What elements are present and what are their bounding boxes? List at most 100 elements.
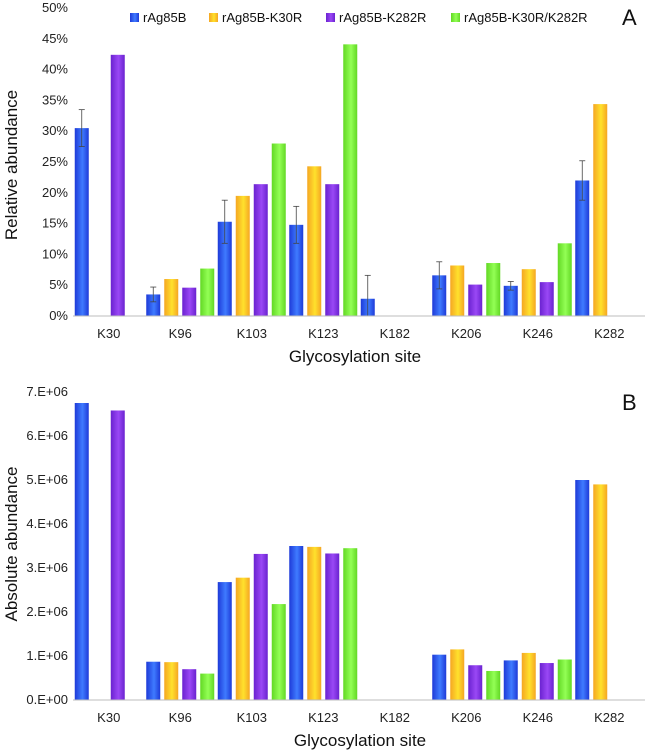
- panel-a-relative-abundance: A rAg85B rAg85B-K30R rAg85B-K282R rAg85B…: [2, 0, 645, 366]
- panel-b-bar-rAg85B-K30R-K103: [235, 577, 250, 700]
- panel-b-x-tick-K282: K282: [594, 710, 624, 725]
- panel-a-bar-rAg85B-K30R-K282R-K123: [343, 44, 358, 317]
- panel-a-error-bar-K96: [150, 286, 157, 303]
- panel-b-letter: B: [622, 390, 637, 415]
- panel-b-bar-rAg85B-K103: [217, 582, 232, 700]
- panel-a-x-ticks: K30 K96 K103 K123 K182 K206 K246 K282: [97, 326, 624, 341]
- panel-a-bar-rAg85B-K282R-K206: [468, 284, 483, 316]
- panel-b-y-tick-label: 5.E+06: [26, 472, 68, 487]
- panel-b-x-tick-K182: K182: [380, 710, 410, 725]
- panel-a-bar-rAg85B-K282R-K123: [325, 184, 340, 316]
- panel-a-bar-rAg85B-K30R-K282R-K206: [486, 263, 501, 316]
- panel-a-x-tick-K103: K103: [237, 326, 267, 341]
- panel-b-bar-rAg85B-K282R-K123: [325, 553, 340, 700]
- panel-b-absolute-abundance: B 0.E+00 1.E+06 2.E+06 3.E+06 4.E+06 5.E+06 6.…: [2, 384, 645, 750]
- panel-b-x-axis-title: Glycosylation site: [294, 731, 426, 750]
- panel-b-bar-rAg85B-K282R-K206: [468, 665, 483, 700]
- panel-a-bar-rAg85B-K206: [432, 275, 447, 316]
- panel-b-bar-rAg85B-K30R-K282R-K246: [557, 659, 572, 700]
- panel-b-bar-rAg85B-K282R-K96: [182, 669, 197, 700]
- panel-b-y-tick-label: 1.E+06: [26, 648, 68, 663]
- panel-b-x-tick-K103: K103: [237, 710, 267, 725]
- legend: rAg85B rAg85B-K30R rAg85B-K282R rAg85B-K…: [130, 10, 588, 25]
- panel-b-bar-rAg85B-K206: [432, 654, 447, 700]
- panel-a-error-bar-K246: [507, 281, 514, 291]
- panel-b-bar-rAg85B-K96: [146, 661, 161, 700]
- panel-a-bar-rAg85B-K282R-K96: [182, 287, 197, 316]
- panel-b-bar-rAg85B-K30R-K246: [521, 652, 536, 700]
- panel-b-bar-rAg85B-K246: [503, 660, 518, 700]
- panel-a-bar-rAg85B-K30R-K282R-K246: [557, 243, 572, 316]
- panel-a-bar-rAg85B-K123: [289, 224, 304, 316]
- panel-a-bars: [74, 44, 608, 317]
- panel-a-bar-rAg85B-K30R-K282: [593, 104, 608, 316]
- panel-a-error-bar-K282: [579, 160, 586, 201]
- panel-b-bar-rAg85B-K30R-K282R-K103: [271, 604, 286, 700]
- panel-a-y-tick-label: 0%: [49, 308, 68, 323]
- panel-a-bar-rAg85B-K30R-K206: [450, 265, 465, 316]
- panel-b-y-axis-title: Absolute abundance: [2, 466, 21, 621]
- panel-b-y-tick-label: 7.E+06: [26, 384, 68, 399]
- panel-a-y-tick-label: 35%: [42, 92, 68, 107]
- panel-a-y-tick-label: 15%: [42, 216, 68, 231]
- panel-a-bar-rAg85B-K30R-K246: [521, 269, 536, 316]
- panel-b-bar-rAg85B-K123: [289, 546, 304, 700]
- panel-a-y-tick-label: 25%: [42, 154, 68, 169]
- panel-a-y-tick-label: 40%: [42, 62, 68, 77]
- legend-label-rAg85B-K282R: rAg85B-K282R: [339, 10, 426, 25]
- panel-a-y-tick-label: 50%: [42, 0, 68, 15]
- panel-b-bar-rAg85B-K30R-K282R-K206: [486, 670, 501, 700]
- panel-a-x-tick-K30: K30: [97, 326, 120, 341]
- panel-a-y-tick-label: 20%: [42, 185, 68, 200]
- panel-b-y-tick-label: 0.E+00: [26, 692, 68, 707]
- legend-label-rAg85B: rAg85B: [143, 10, 186, 25]
- panel-b-y-tick-label: 3.E+06: [26, 560, 68, 575]
- panel-b-bar-rAg85B-K30R-K96: [164, 662, 179, 700]
- panel-a-x-tick-K182: K182: [380, 326, 410, 341]
- panel-a-bar-rAg85B-K30R-K96: [164, 279, 179, 316]
- panel-a-y-tick-label: 45%: [42, 31, 68, 46]
- panel-b-bar-rAg85B-K30R-K282R-K96: [200, 673, 215, 700]
- panel-a-y-tick-label: 5%: [49, 277, 68, 292]
- panel-b-x-tick-K123: K123: [308, 710, 338, 725]
- panel-a-bar-rAg85B-K282R-K246: [539, 282, 554, 316]
- panel-b-bar-rAg85B-K282R-K103: [253, 553, 268, 700]
- panel-a-bar-rAg85B-K282R-K30: [110, 54, 125, 316]
- panel-a-x-axis-title: Glycosylation site: [289, 347, 421, 366]
- panel-b-bar-rAg85B-K30R-K206: [450, 649, 465, 700]
- panel-a-error-bar-K30: [78, 109, 85, 148]
- panel-b-bar-rAg85B-K282R-K246: [539, 663, 554, 700]
- panel-b-bar-rAg85B-K30R-K282: [593, 484, 608, 700]
- panel-a-bar-rAg85B-K30R-K282R-K103: [271, 143, 286, 316]
- legend-item-rAg85B-K282R: rAg85B-K282R: [326, 10, 426, 25]
- panel-b-x-tick-K246: K246: [523, 710, 553, 725]
- panel-a-bar-rAg85B-K30R-K123: [307, 166, 322, 316]
- panel-b-bars: [74, 403, 608, 700]
- legend-label-rAg85B-K30R-K282R: rAg85B-K30R/K282R: [464, 10, 588, 25]
- legend-item-rAg85B: rAg85B: [130, 10, 186, 25]
- panel-a-bar-rAg85B-K30: [74, 128, 89, 316]
- panel-a-y-tick-label: 30%: [42, 123, 68, 138]
- legend-swatch-rAg85B-K30R-K282R: [451, 13, 460, 22]
- panel-a-x-tick-K206: K206: [451, 326, 481, 341]
- panel-a-error-bar-K206: [436, 261, 443, 290]
- panel-a-y-tick-label: 10%: [42, 246, 68, 261]
- panel-b-bar-rAg85B-K282: [575, 480, 590, 700]
- panel-a-bar-rAg85B-K96: [146, 294, 161, 316]
- panel-b-x-ticks: K30 K96 K103 K123 K182 K206 K246 K282: [97, 710, 624, 725]
- panel-a-x-tick-K246: K246: [523, 326, 553, 341]
- panel-b-bar-rAg85B-K30R-K282R-K123: [343, 548, 358, 700]
- panel-a-bar-rAg85B-K30R-K282R-K96: [200, 268, 215, 316]
- panel-a-x-tick-K282: K282: [594, 326, 624, 341]
- legend-swatch-rAg85B-K282R: [326, 13, 335, 22]
- panel-a-bar-rAg85B-K246: [503, 285, 518, 316]
- legend-swatch-rAg85B: [130, 13, 139, 22]
- panel-a-bar-rAg85B-K282: [575, 180, 590, 316]
- panel-b-y-tick-label: 2.E+06: [26, 604, 68, 619]
- panel-b-bar-rAg85B-K282R-K30: [110, 410, 125, 700]
- legend-item-rAg85B-K30R: rAg85B-K30R: [209, 10, 302, 25]
- panel-a-x-tick-K96: K96: [169, 326, 192, 341]
- panel-b-x-tick-K30: K30: [97, 710, 120, 725]
- panel-b-y-tick-label: 4.E+06: [26, 516, 68, 531]
- panel-b-bar-rAg85B-K30: [74, 403, 89, 700]
